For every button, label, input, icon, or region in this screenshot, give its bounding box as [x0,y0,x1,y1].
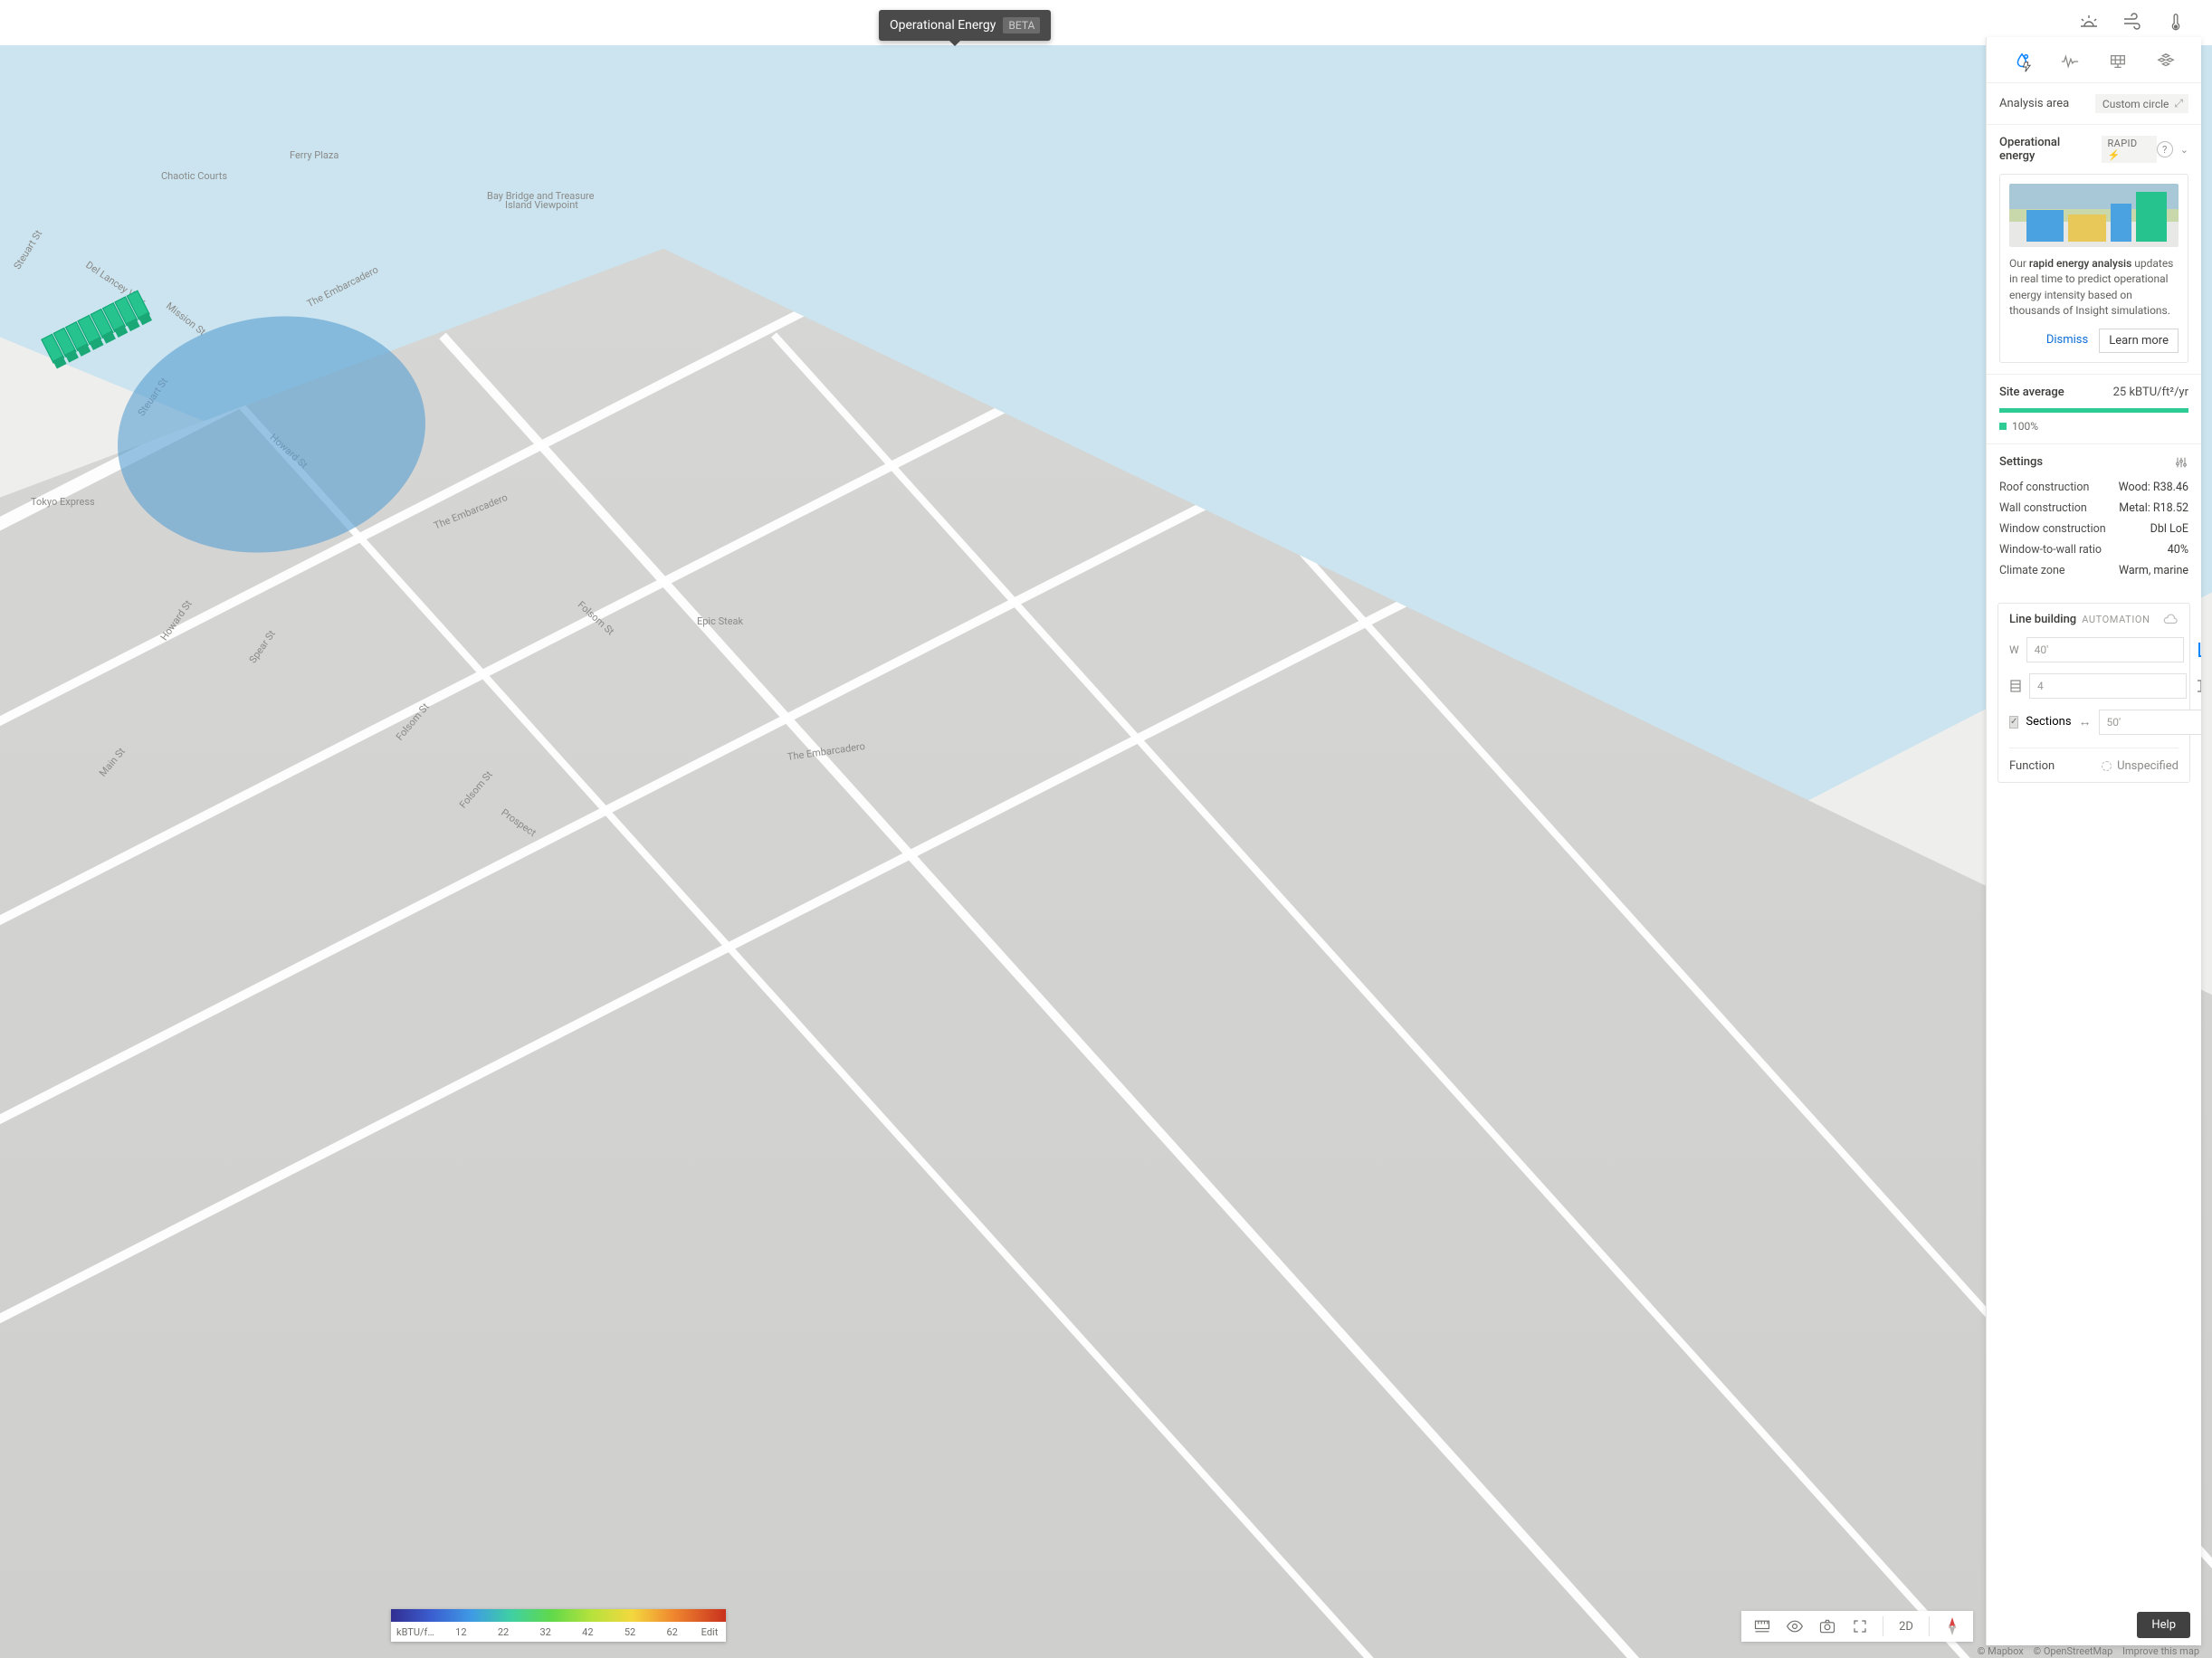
scale-tick: 62 [651,1626,693,1638]
tab-modules[interactable] [2154,50,2178,73]
site-average-label: Site average [1999,386,2064,399]
tab-waveform[interactable] [2058,50,2082,73]
wind-icon[interactable] [2121,11,2143,33]
floors-icon [2009,679,2022,693]
shape-u-button[interactable] [2198,643,2201,657]
rapid-badge: RAPID ⚡ [2102,136,2156,163]
settings-row[interactable]: Roof constructionWood: R38.46 [1999,477,2188,498]
view-controls: 2D [1741,1611,1973,1642]
width-label: W [2009,643,2019,656]
help-button[interactable]: Help [2137,1612,2190,1638]
top-context-icons [2078,11,2187,33]
learn-more-button[interactable]: Learn more [2099,329,2179,353]
site-average-value: 25 kBTU/ft²/yr [2113,386,2188,399]
tab-solar-pv[interactable] [2106,50,2130,73]
measure-icon[interactable] [1752,1616,1772,1636]
scale-tick: 32 [524,1626,567,1638]
settings-title: Settings [1999,455,2043,469]
info-thumbnail [2009,184,2179,247]
settings-section: Settings Roof constructionWood: R38.46Wa… [1987,444,2201,592]
line-building-title: Line building [2009,613,2076,626]
street-label: Epic Steak [697,615,743,627]
panel-tabs [1987,37,2201,83]
function-value[interactable]: Unspecified [2102,759,2179,773]
site-average-bar [1999,408,2188,413]
settings-row[interactable]: Window-to-wall ratio40% [1999,539,2188,560]
function-label: Function [2009,759,2055,773]
map-canvas[interactable]: The EmbarcaderoThe EmbarcaderoThe Embarc… [0,0,2212,1658]
operational-energy-section: Operational energy RAPID ⚡ ? ⌄ Our rapid… [1987,125,2201,375]
sliders-icon[interactable] [2174,455,2188,470]
street-label: Ferry Plaza [290,149,338,161]
settings-row[interactable]: Wall constructionMetal: R18.52 [1999,498,2188,519]
width-input[interactable] [2026,637,2184,662]
analysis-area-chip[interactable]: Custom circle ⤢ [2095,94,2188,113]
site-average-legend: 100% [1999,420,2188,433]
dismiss-link[interactable]: Dismiss [2046,332,2088,349]
scale-edit-button[interactable]: Edit [693,1626,726,1638]
beta-badge: BETA [1003,17,1040,33]
map-attribution: © Mapbox © OpenStreetMap Improve this ma… [1970,1645,2199,1657]
sections-label: Sections [2026,715,2071,729]
eye-icon[interactable] [1785,1616,1805,1636]
help-icon[interactable]: ? [2157,141,2173,157]
info-text: Our rapid energy analysis updates in rea… [2009,256,2179,319]
sections-input[interactable] [2099,710,2201,735]
tooltip-title: Operational Energy [890,18,996,33]
scale-tick: 52 [609,1626,652,1638]
improve-link[interactable]: Improve this map [2122,1645,2199,1657]
scale-tick: 12 [440,1626,482,1638]
scale-unit: kBTU/f… [391,1626,440,1638]
app-root: The EmbarcaderoThe EmbarcaderoThe Embarc… [0,0,2212,1658]
camera-icon[interactable] [1817,1616,1837,1636]
expand-icon: ⤢ [2174,97,2181,110]
op-energy-title: Operational energy [1999,136,2094,163]
settings-row[interactable]: Window constructionDbl LoE [1999,519,2188,539]
street-label: Tokyo Express [31,496,95,508]
scale-gradient [391,1609,726,1622]
fullscreen-icon[interactable] [1850,1616,1870,1636]
street-label: Chaotic Courts [161,170,227,182]
settings-row[interactable]: Climate zoneWarm, marine [1999,560,2188,581]
toggle-2d-button[interactable]: 2D [1896,1616,1916,1636]
scale-tick: 42 [567,1626,609,1638]
thermometer-icon[interactable] [2165,11,2187,33]
compass-icon[interactable] [1942,1616,1962,1636]
height-icon [2194,679,2201,693]
info-card: Our rapid energy analysis updates in rea… [1999,174,2188,363]
floors-input[interactable] [2029,673,2187,699]
ring-icon [2102,761,2112,771]
cloud-icon[interactable] [2162,613,2179,625]
automation-badge: AUTOMATION [2082,614,2150,625]
collapse-chevron-icon[interactable]: ⌄ [2180,144,2188,156]
sun-horizon-icon[interactable] [2078,11,2100,33]
color-scale: kBTU/f… 122232425262 Edit [391,1609,726,1642]
street-label: Island Viewpoint [505,199,578,211]
osm-link[interactable]: © OpenStreetMap [2033,1645,2112,1657]
analysis-area-label: Analysis area [1999,97,2069,110]
sections-checkbox[interactable]: ✓ [2009,716,2018,729]
length-icon: ↔ [2079,714,2092,729]
line-building-card: Line building AUTOMATION W [1997,603,2190,783]
tooltip-operational-energy: Operational Energy BETA [879,10,1051,41]
scale-tick: 22 [482,1626,525,1638]
tab-operational-energy[interactable] [2010,50,2034,73]
right-panel: Analysis area Custom circle ⤢ Operationa… [1986,37,2201,1645]
legend-dot-icon [1999,423,2007,430]
site-average-section: Site average 25 kBTU/ft²/yr 100% [1987,375,2201,444]
analysis-area-section: Analysis area Custom circle ⤢ [1987,83,2201,125]
shape-buttons [2198,643,2201,657]
mapbox-link[interactable]: © Mapbox [1978,1645,2024,1657]
